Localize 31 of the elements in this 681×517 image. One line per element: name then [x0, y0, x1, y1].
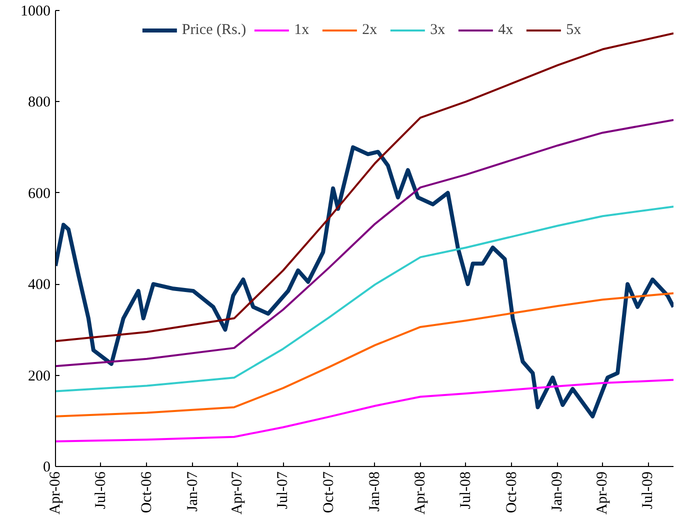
- x-tick-label: Oct-06: [138, 471, 155, 514]
- legend-label: 1x: [294, 22, 310, 38]
- y-tick-label: 1000: [20, 4, 50, 20]
- line-series: [56, 118, 674, 368]
- y-tick-label: 400: [28, 277, 50, 294]
- line-series: [56, 206, 674, 392]
- x-tick-label: Jul-09: [640, 472, 656, 509]
- legend-label: 5x: [566, 22, 582, 38]
- x-tick-label: Apr-07: [230, 471, 246, 515]
- x-tick-label: Jan-08: [366, 471, 383, 512]
- x-tick-label: Apr-09: [594, 471, 611, 515]
- x-tick-label: Jul-07: [275, 471, 292, 509]
- x-tick-label: Oct-08: [504, 471, 520, 514]
- x-tick-label: Jul-08: [458, 472, 474, 509]
- legend-label: 3x: [430, 22, 446, 38]
- x-tick-label: Apr-06: [48, 471, 64, 515]
- x-tick-label: Oct-07: [321, 471, 338, 514]
- line-series: [56, 292, 674, 418]
- y-tick-label: 600: [28, 186, 50, 202]
- x-tick-label: Jul-06: [92, 471, 109, 509]
- line-series: [56, 378, 674, 442]
- y-tick-label: 200: [28, 368, 50, 384]
- y-tick-label: 800: [28, 94, 50, 111]
- legend-label: 2x: [362, 22, 378, 38]
- x-tick-label: Jan-09: [550, 471, 566, 512]
- x-tick-label: Jan-07: [184, 471, 201, 512]
- legend-label: Price (Rs.): [182, 22, 246, 38]
- legend-label: 4x: [498, 22, 514, 38]
- y-tick-label: 0: [43, 460, 50, 476]
- x-tick-label: Apr-08: [412, 471, 428, 515]
- line-series: [56, 145, 674, 418]
